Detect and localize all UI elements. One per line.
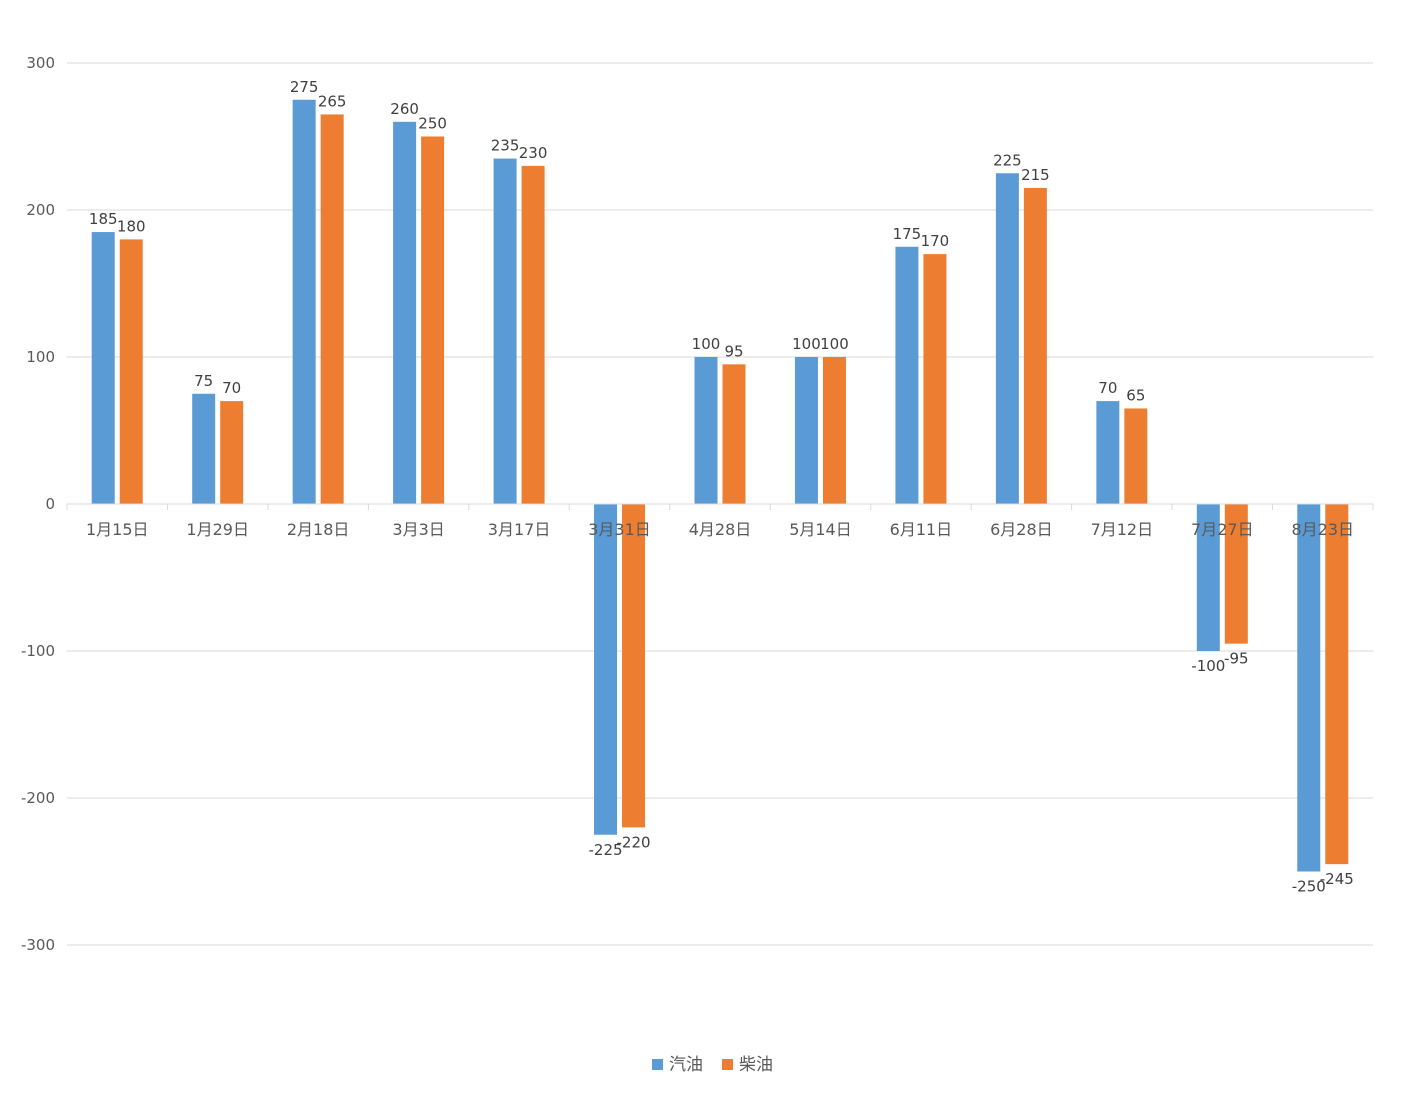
bar-diesel	[320, 114, 344, 504]
bar-diesel	[923, 254, 947, 504]
x-tick-label: 1月15日	[86, 520, 149, 539]
y-tick-label: -200	[21, 789, 55, 807]
bar-gasoline	[895, 246, 919, 504]
data-label: 185	[89, 210, 118, 228]
bar-diesel	[1224, 504, 1248, 644]
legend-swatch	[652, 1059, 663, 1070]
data-label: 70	[222, 379, 241, 397]
x-tick-label: 3月31日	[588, 520, 651, 539]
bar-diesel	[220, 401, 244, 504]
bar-gasoline	[1196, 504, 1220, 651]
data-label: -225	[589, 841, 623, 859]
x-tick-label: 3月17日	[488, 520, 551, 539]
bar-gasoline	[995, 173, 1019, 504]
x-tick-label: 6月11日	[890, 520, 953, 539]
data-label: 100	[820, 335, 849, 353]
gridlines: 300 200 100 0 -100 -200 -300	[21, 54, 1373, 954]
y-tick-label: 300	[26, 54, 55, 72]
data-label: 100	[792, 335, 821, 353]
x-tick-label: 5月14日	[789, 520, 852, 539]
x-tick-label: 1月29日	[186, 520, 249, 539]
data-label: 75	[194, 372, 213, 390]
bar-diesel	[822, 357, 846, 504]
bar-gasoline	[493, 158, 517, 505]
bar-gasoline	[694, 357, 718, 504]
y-tick-label: 100	[26, 348, 55, 366]
data-label: -250	[1292, 878, 1326, 896]
data-label: 260	[390, 100, 419, 118]
bar-gasoline	[794, 357, 818, 504]
bar-gasoline	[292, 99, 316, 504]
y-tick-label: -300	[21, 936, 55, 954]
data-label: 230	[519, 144, 548, 162]
legend-label: 柴油	[739, 1055, 773, 1075]
data-label: 180	[117, 217, 146, 235]
data-label: -245	[1320, 870, 1354, 888]
y-tick-label: 0	[45, 495, 55, 513]
legend: 汽油 柴油	[652, 1055, 773, 1075]
data-label: 170	[921, 232, 950, 250]
x-axis: 1月15日 1月29日 2月18日 3月3日 3月17日 3月31日 4月28日 5月14日 6…	[66, 503, 1374, 539]
data-label: 70	[1098, 379, 1117, 397]
data-label: 95	[724, 342, 743, 360]
data-label: 235	[491, 137, 520, 155]
data-label: 250	[418, 115, 447, 133]
bars	[91, 99, 1349, 872]
bar-gasoline	[1297, 504, 1321, 872]
data-label: 100	[692, 335, 721, 353]
data-label: -100	[1191, 657, 1225, 675]
bar-gasoline	[91, 232, 115, 505]
bar-diesel	[119, 239, 143, 504]
legend-label: 汽油	[669, 1055, 703, 1075]
bar-diesel	[722, 364, 746, 504]
bar-diesel	[622, 504, 646, 828]
bar-gasoline	[192, 393, 216, 504]
bar-diesel	[521, 165, 545, 504]
data-label: 65	[1126, 386, 1145, 404]
bar-gasoline	[594, 504, 618, 835]
bar-diesel	[421, 136, 445, 504]
data-label: 225	[993, 151, 1022, 169]
x-tick-label: 3月3日	[392, 520, 444, 539]
bar-diesel	[1023, 187, 1047, 504]
bar-diesel	[1124, 408, 1148, 504]
y-tick-label: 200	[26, 201, 55, 219]
legend-swatch	[722, 1059, 733, 1070]
x-tick-label: 7月27日	[1191, 520, 1254, 539]
data-label: 215	[1021, 166, 1050, 184]
x-tick-label: 6月28日	[990, 520, 1053, 539]
bar-gasoline	[393, 121, 417, 505]
x-tick-label: 7月12日	[1091, 520, 1154, 539]
y-tick-label: -100	[21, 642, 55, 660]
data-label: 175	[893, 225, 922, 243]
data-label: -95	[1224, 650, 1249, 668]
data-label: 275	[290, 78, 319, 96]
data-label: -220	[617, 833, 651, 851]
bar-gasoline	[1096, 401, 1120, 504]
bar-diesel	[1325, 504, 1349, 865]
x-tick-label: 4月28日	[689, 520, 752, 539]
data-label: 265	[318, 92, 347, 110]
x-tick-label: 8月23日	[1291, 520, 1354, 539]
x-tick-label: 2月18日	[287, 520, 350, 539]
